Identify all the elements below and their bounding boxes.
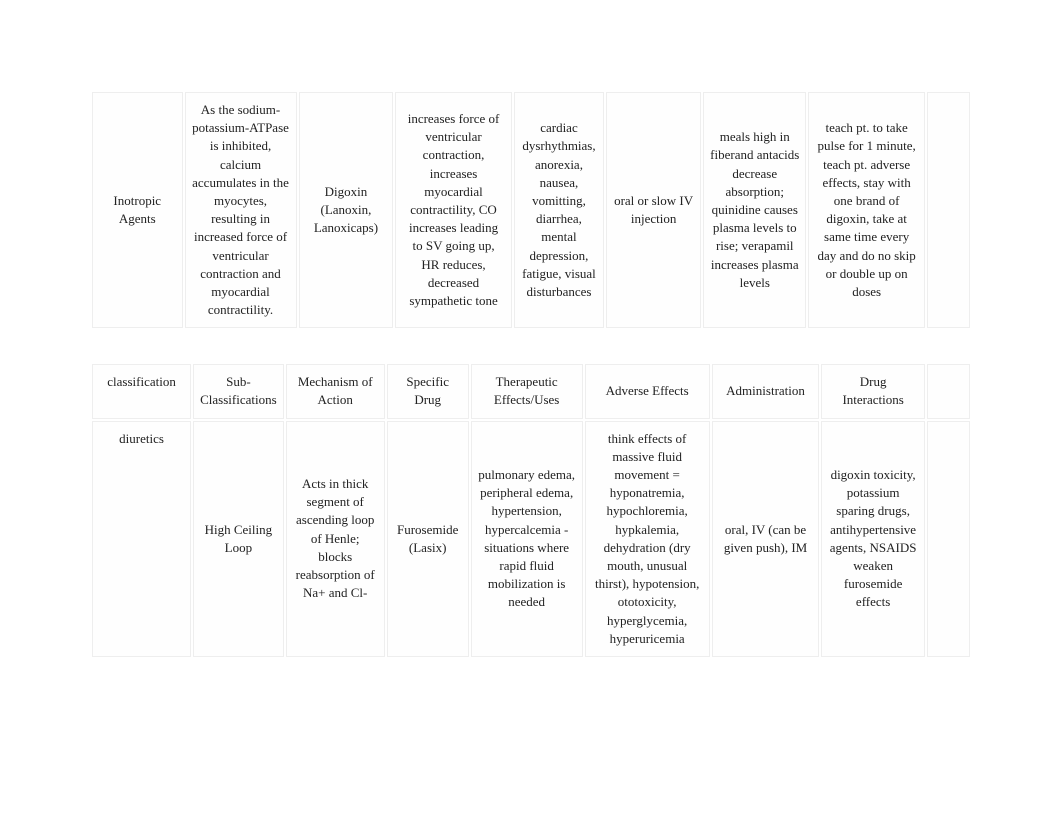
header-drug: Specific Drug [387, 364, 469, 418]
header-classification: classification [92, 364, 191, 418]
header-subclass: Sub-Classifications [193, 364, 284, 418]
table-row: diuretics High Ceiling Loop Acts in thic… [92, 421, 970, 657]
header-effects: Therapeutic Effects/Uses [471, 364, 583, 418]
cell-adverse: think effects of massive fluid movement … [585, 421, 710, 657]
cell-mechanism: Acts in thick segment of ascending loop … [286, 421, 385, 657]
header-adverse: Adverse Effects [585, 364, 710, 418]
cell-mechanism: increases force of ventricular contracti… [395, 92, 511, 328]
header-interactions: Drug Interactions [821, 364, 924, 418]
cell-empty [927, 421, 970, 657]
header-mechanism: Mechanism of Action [286, 364, 385, 418]
cell-subclass: High Ceiling Loop [193, 421, 284, 657]
cell-interactions: meals high in fiberand antacids decrease… [703, 92, 806, 328]
header-empty [927, 364, 970, 418]
cell-subclass: As the sodium-potassium-ATPase is inhibi… [185, 92, 297, 328]
table-header-row: classification Sub-Classifications Mecha… [92, 364, 970, 418]
cell-drug: Furosemide (Lasix) [387, 421, 469, 657]
cell-classification: diuretics [92, 421, 191, 657]
cell-empty [927, 92, 970, 328]
cell-teaching: teach pt. to take pulse for 1 minute, te… [808, 92, 924, 328]
drug-table-2: classification Sub-Classifications Mecha… [90, 362, 972, 659]
drug-table-1: Inotropic Agents As the sodium-potassium… [90, 90, 972, 330]
cell-admin: oral, IV (can be given push), IM [712, 421, 820, 657]
cell-drug: Digoxin (Lanoxin, Lanoxicaps) [299, 92, 394, 328]
cell-effects: pulmonary edema, peripheral edema, hyper… [471, 421, 583, 657]
header-admin: Administration [712, 364, 820, 418]
cell-interactions: digoxin toxicity, potassium sparing drug… [821, 421, 924, 657]
table-row: Inotropic Agents As the sodium-potassium… [92, 92, 970, 328]
cell-adverse: cardiac dysrhythmias, anorexia, nausea, … [514, 92, 605, 328]
cell-admin: oral or slow IV injection [606, 92, 701, 328]
cell-classification: Inotropic Agents [92, 92, 183, 328]
